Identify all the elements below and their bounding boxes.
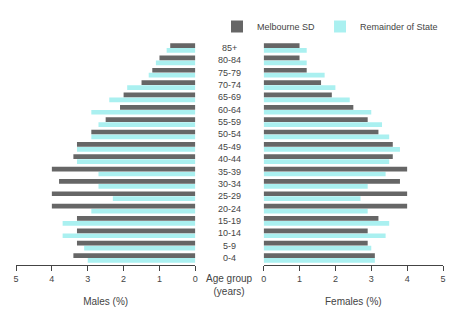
svg-text:4: 4 [49,274,54,284]
svg-text:Melbourne SD: Melbourne SD [257,22,315,32]
svg-text:5: 5 [440,274,445,284]
svg-text:30-34: 30-34 [218,179,241,189]
svg-text:2: 2 [333,274,338,284]
svg-text:0: 0 [261,274,266,284]
svg-text:15-19: 15-19 [218,216,241,226]
svg-text:4: 4 [405,274,410,284]
svg-text:3: 3 [369,274,374,284]
svg-text:65-69: 65-69 [218,92,241,102]
svg-text:Remainder of State: Remainder of State [360,22,438,32]
svg-text:Age group(years): Age group(years) [206,273,253,297]
svg-text:5: 5 [13,274,18,284]
svg-text:85+: 85+ [222,43,237,53]
svg-text:Males (%): Males (%) [83,296,128,307]
svg-text:75-79: 75-79 [218,68,241,78]
svg-text:1: 1 [297,274,302,284]
svg-text:55-59: 55-59 [218,117,241,127]
svg-text:2: 2 [121,274,126,284]
svg-text:25-29: 25-29 [218,191,241,201]
svg-text:60-64: 60-64 [218,105,241,115]
svg-text:5-9: 5-9 [223,241,236,251]
svg-text:1: 1 [157,274,162,284]
svg-text:10-14: 10-14 [218,228,241,238]
svg-text:0: 0 [193,274,198,284]
svg-text:50-54: 50-54 [218,129,241,139]
svg-text:3: 3 [85,274,90,284]
svg-text:20-24: 20-24 [218,204,241,214]
svg-text:70-74: 70-74 [218,80,241,90]
svg-text:Females (%): Females (%) [325,296,382,307]
svg-text:35-39: 35-39 [218,167,241,177]
svg-text:80-84: 80-84 [218,55,241,65]
svg-text:40-44: 40-44 [218,154,241,164]
svg-text:45-49: 45-49 [218,142,241,152]
svg-text:0-4: 0-4 [223,253,236,263]
